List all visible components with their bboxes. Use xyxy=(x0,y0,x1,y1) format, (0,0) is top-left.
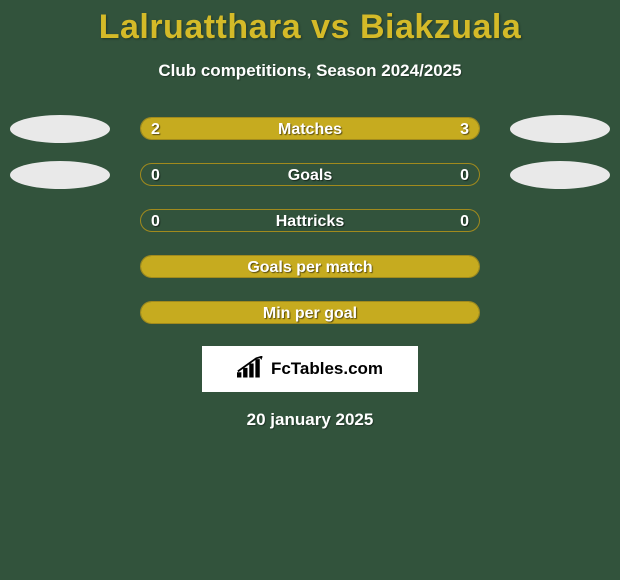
stat-value-right: 0 xyxy=(460,164,469,186)
brand-text: FcTables.com xyxy=(271,359,383,379)
avatar-slot-left xyxy=(0,115,120,143)
stat-row: Min per goal xyxy=(0,301,620,324)
avatar xyxy=(10,115,110,143)
stat-value-right: 0 xyxy=(460,210,469,232)
stat-row: Goals0 0 xyxy=(0,163,620,186)
stat-rows: Matches23Goals00Hattricks00Goals per mat… xyxy=(0,117,620,324)
avatar-slot-right xyxy=(500,161,620,189)
stat-bar: Goals0 0 xyxy=(140,163,480,186)
stat-label: Hattricks xyxy=(141,210,479,232)
avatar-slot-left xyxy=(0,161,120,189)
stat-bar: Matches23 xyxy=(140,117,480,140)
stat-bar: Hattricks0 0 xyxy=(140,209,480,232)
brand-icon xyxy=(237,356,265,383)
stat-row: Goals per match xyxy=(0,255,620,278)
avatar xyxy=(510,115,610,143)
stat-bar: Min per goal xyxy=(140,301,480,324)
stat-value-left: 0 xyxy=(151,164,160,186)
title-player1: Lalruatthara xyxy=(99,8,302,46)
stat-value-left: 0 xyxy=(151,210,160,232)
title-player2: Biakzuala xyxy=(360,8,521,46)
stat-row: Matches23 xyxy=(0,117,620,140)
bar-fill-left xyxy=(141,118,276,139)
brand-box[interactable]: FcTables.com xyxy=(202,346,418,392)
date-label: 20 january 2025 xyxy=(247,410,374,430)
avatar xyxy=(10,161,110,189)
stat-label: Goals xyxy=(141,164,479,186)
comparison-card: Lalruatthara vs Biakzuala Club competiti… xyxy=(0,0,620,430)
avatar xyxy=(510,161,610,189)
bar-fill-right xyxy=(276,118,479,139)
avatar-slot-right xyxy=(500,115,620,143)
title-vs: vs xyxy=(311,8,350,46)
bar-fill-left xyxy=(141,256,479,277)
bar-fill-left xyxy=(141,302,479,323)
page-title: Lalruatthara vs Biakzuala xyxy=(99,8,522,47)
stat-row: Hattricks0 0 xyxy=(0,209,620,232)
subtitle: Club competitions, Season 2024/2025 xyxy=(158,61,461,81)
stat-bar: Goals per match xyxy=(140,255,480,278)
